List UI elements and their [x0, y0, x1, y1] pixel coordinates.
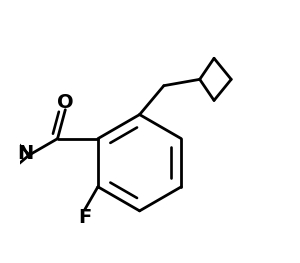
Text: O: O — [57, 93, 74, 112]
Text: F: F — [78, 208, 92, 227]
Text: N: N — [17, 144, 34, 163]
